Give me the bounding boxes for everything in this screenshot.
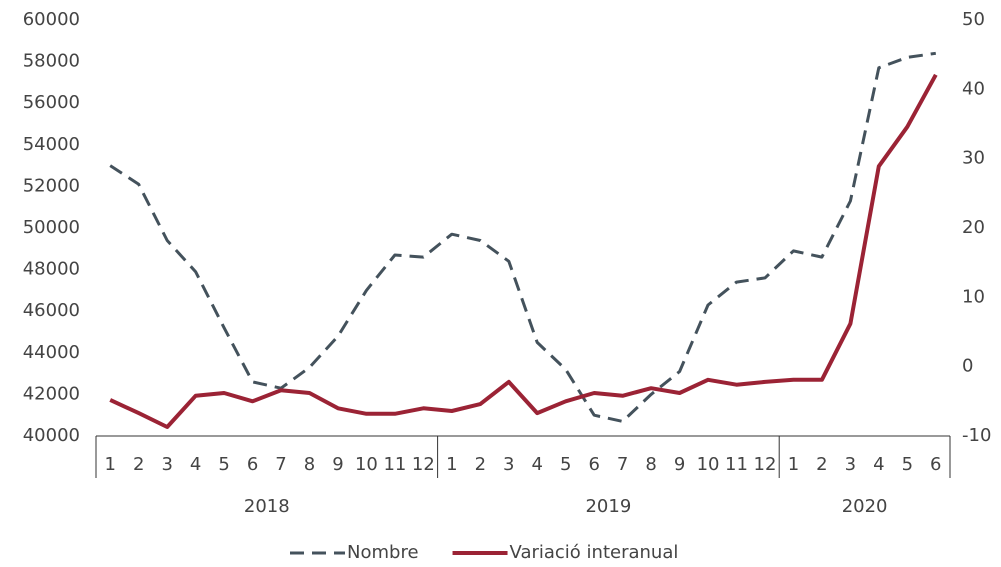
y-tick-label: 50000 [23,217,80,238]
y-tick-label: 58000 [23,51,80,72]
y2-tick-label: -10 [962,425,991,446]
y2-tick-label: 10 [962,286,985,307]
y2-tick-label: 20 [962,217,985,238]
x-tick-label: 10 [697,454,720,475]
x-tick-label: 12 [412,454,435,475]
x-tick-label: 6 [588,454,599,475]
x-tick-label: 7 [617,454,628,475]
x-tick-label: 5 [218,454,229,475]
y-tick-label: 48000 [23,259,80,280]
y-tick-label: 40000 [23,425,80,446]
x-tick-label: 1 [446,454,457,475]
y2-tick-label: 50 [962,9,985,30]
y-tick-label: 52000 [23,175,80,196]
y-tick-label: 60000 [23,9,80,30]
y2-tick-label: 30 [962,148,985,169]
x-tick-label: 2 [133,454,144,475]
y-tick-label: 56000 [23,92,80,113]
y-tick-label: 44000 [23,342,80,363]
x-tick-label: 8 [645,454,656,475]
x-tick-label: 1 [788,454,799,475]
y-tick-label: 54000 [23,134,80,155]
x-tick-label: 3 [503,454,514,475]
x-tick-label: 8 [304,454,315,475]
x-tick-label: 5 [560,454,571,475]
y-tick-label: 46000 [23,300,80,321]
x-tick-label: 5 [902,454,913,475]
series-line [109,51,937,423]
x-tick-label: 11 [725,454,748,475]
x-tick-label: 1 [105,454,116,475]
x-tick-label: 4 [532,454,543,475]
x-tick-label: 9 [674,454,685,475]
x-tick-label: 4 [190,454,201,475]
y2-tick-label: 0 [962,356,973,377]
x-tick-label: 12 [754,454,777,475]
group-label: 2019 [585,496,631,517]
group-label: 2020 [842,496,888,517]
x-tick-label: 2 [475,454,486,475]
x-tick-label: 9 [332,454,343,475]
x-tick-label: 6 [930,454,941,475]
x-tick-label: 6 [247,454,258,475]
x-tick-label: 3 [161,454,172,475]
x-tick-label: 11 [383,454,406,475]
x-tick-label: 10 [355,454,378,475]
legend-label: Variació interanual [510,542,679,563]
series-line [109,73,938,429]
x-tick-label: 3 [845,454,856,475]
x-tick-label: 4 [873,454,884,475]
legend-label: Nombre [347,542,419,563]
x-tick-label: 7 [275,454,286,475]
y-tick-label: 42000 [23,383,80,404]
x-tick-label: 2 [816,454,827,475]
group-label: 2018 [244,496,290,517]
y2-tick-label: 40 [962,78,985,99]
